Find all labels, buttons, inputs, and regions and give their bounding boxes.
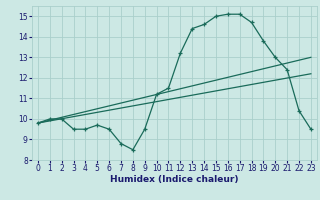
X-axis label: Humidex (Indice chaleur): Humidex (Indice chaleur) (110, 175, 239, 184)
